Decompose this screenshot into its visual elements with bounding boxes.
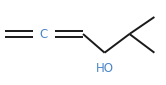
Text: HO: HO bbox=[96, 62, 114, 74]
Text: C: C bbox=[40, 28, 48, 40]
